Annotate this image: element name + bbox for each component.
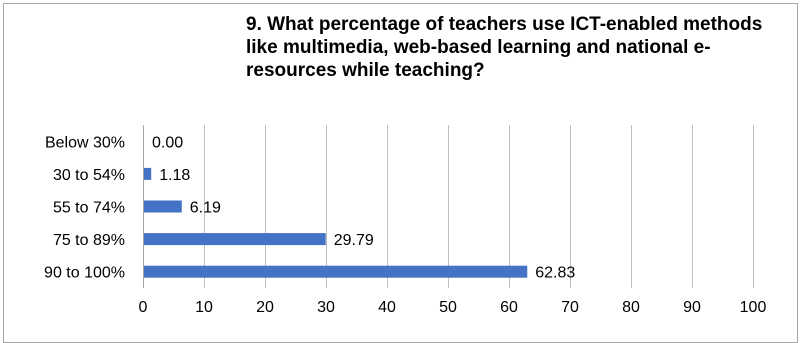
- data-label: 1.18: [159, 167, 190, 184]
- x-tick-label: 20: [256, 299, 274, 316]
- data-label: 6.19: [190, 200, 221, 217]
- chart-title: 9. What percentage of teachers use ICT-e…: [246, 14, 763, 81]
- x-tick-label: 100: [740, 299, 767, 316]
- x-tick-label: 80: [622, 299, 640, 316]
- data-label: 0.00: [152, 134, 183, 151]
- category-label: Below 30%: [45, 134, 125, 151]
- x-tick-label: 40: [378, 299, 396, 316]
- bar-chart: 0 10 20 30 40 50 60 70 80 90 100 Below 30% 0.00 30 to…: [44, 125, 767, 316]
- x-tick-label: 70: [561, 299, 579, 316]
- x-tick-label: 0: [139, 299, 148, 316]
- x-tick-label: 10: [195, 299, 213, 316]
- x-tick-label: 30: [317, 299, 335, 316]
- category-label: 75 to 89%: [53, 232, 125, 249]
- category-label: 30 to 54%: [53, 167, 125, 184]
- data-label: 62.83: [535, 265, 575, 282]
- bar: [144, 265, 528, 278]
- bar: [144, 167, 152, 180]
- category-label: 90 to 100%: [44, 265, 125, 282]
- x-tick-label: 60: [500, 299, 518, 316]
- bar: [144, 233, 326, 246]
- bar: [144, 200, 182, 213]
- chart-frame: [3, 3, 798, 343]
- category-label: 55 to 74%: [53, 200, 125, 217]
- data-label: 29.79: [334, 232, 374, 249]
- x-tick-label: 90: [683, 299, 701, 316]
- x-tick-label: 50: [439, 299, 457, 316]
